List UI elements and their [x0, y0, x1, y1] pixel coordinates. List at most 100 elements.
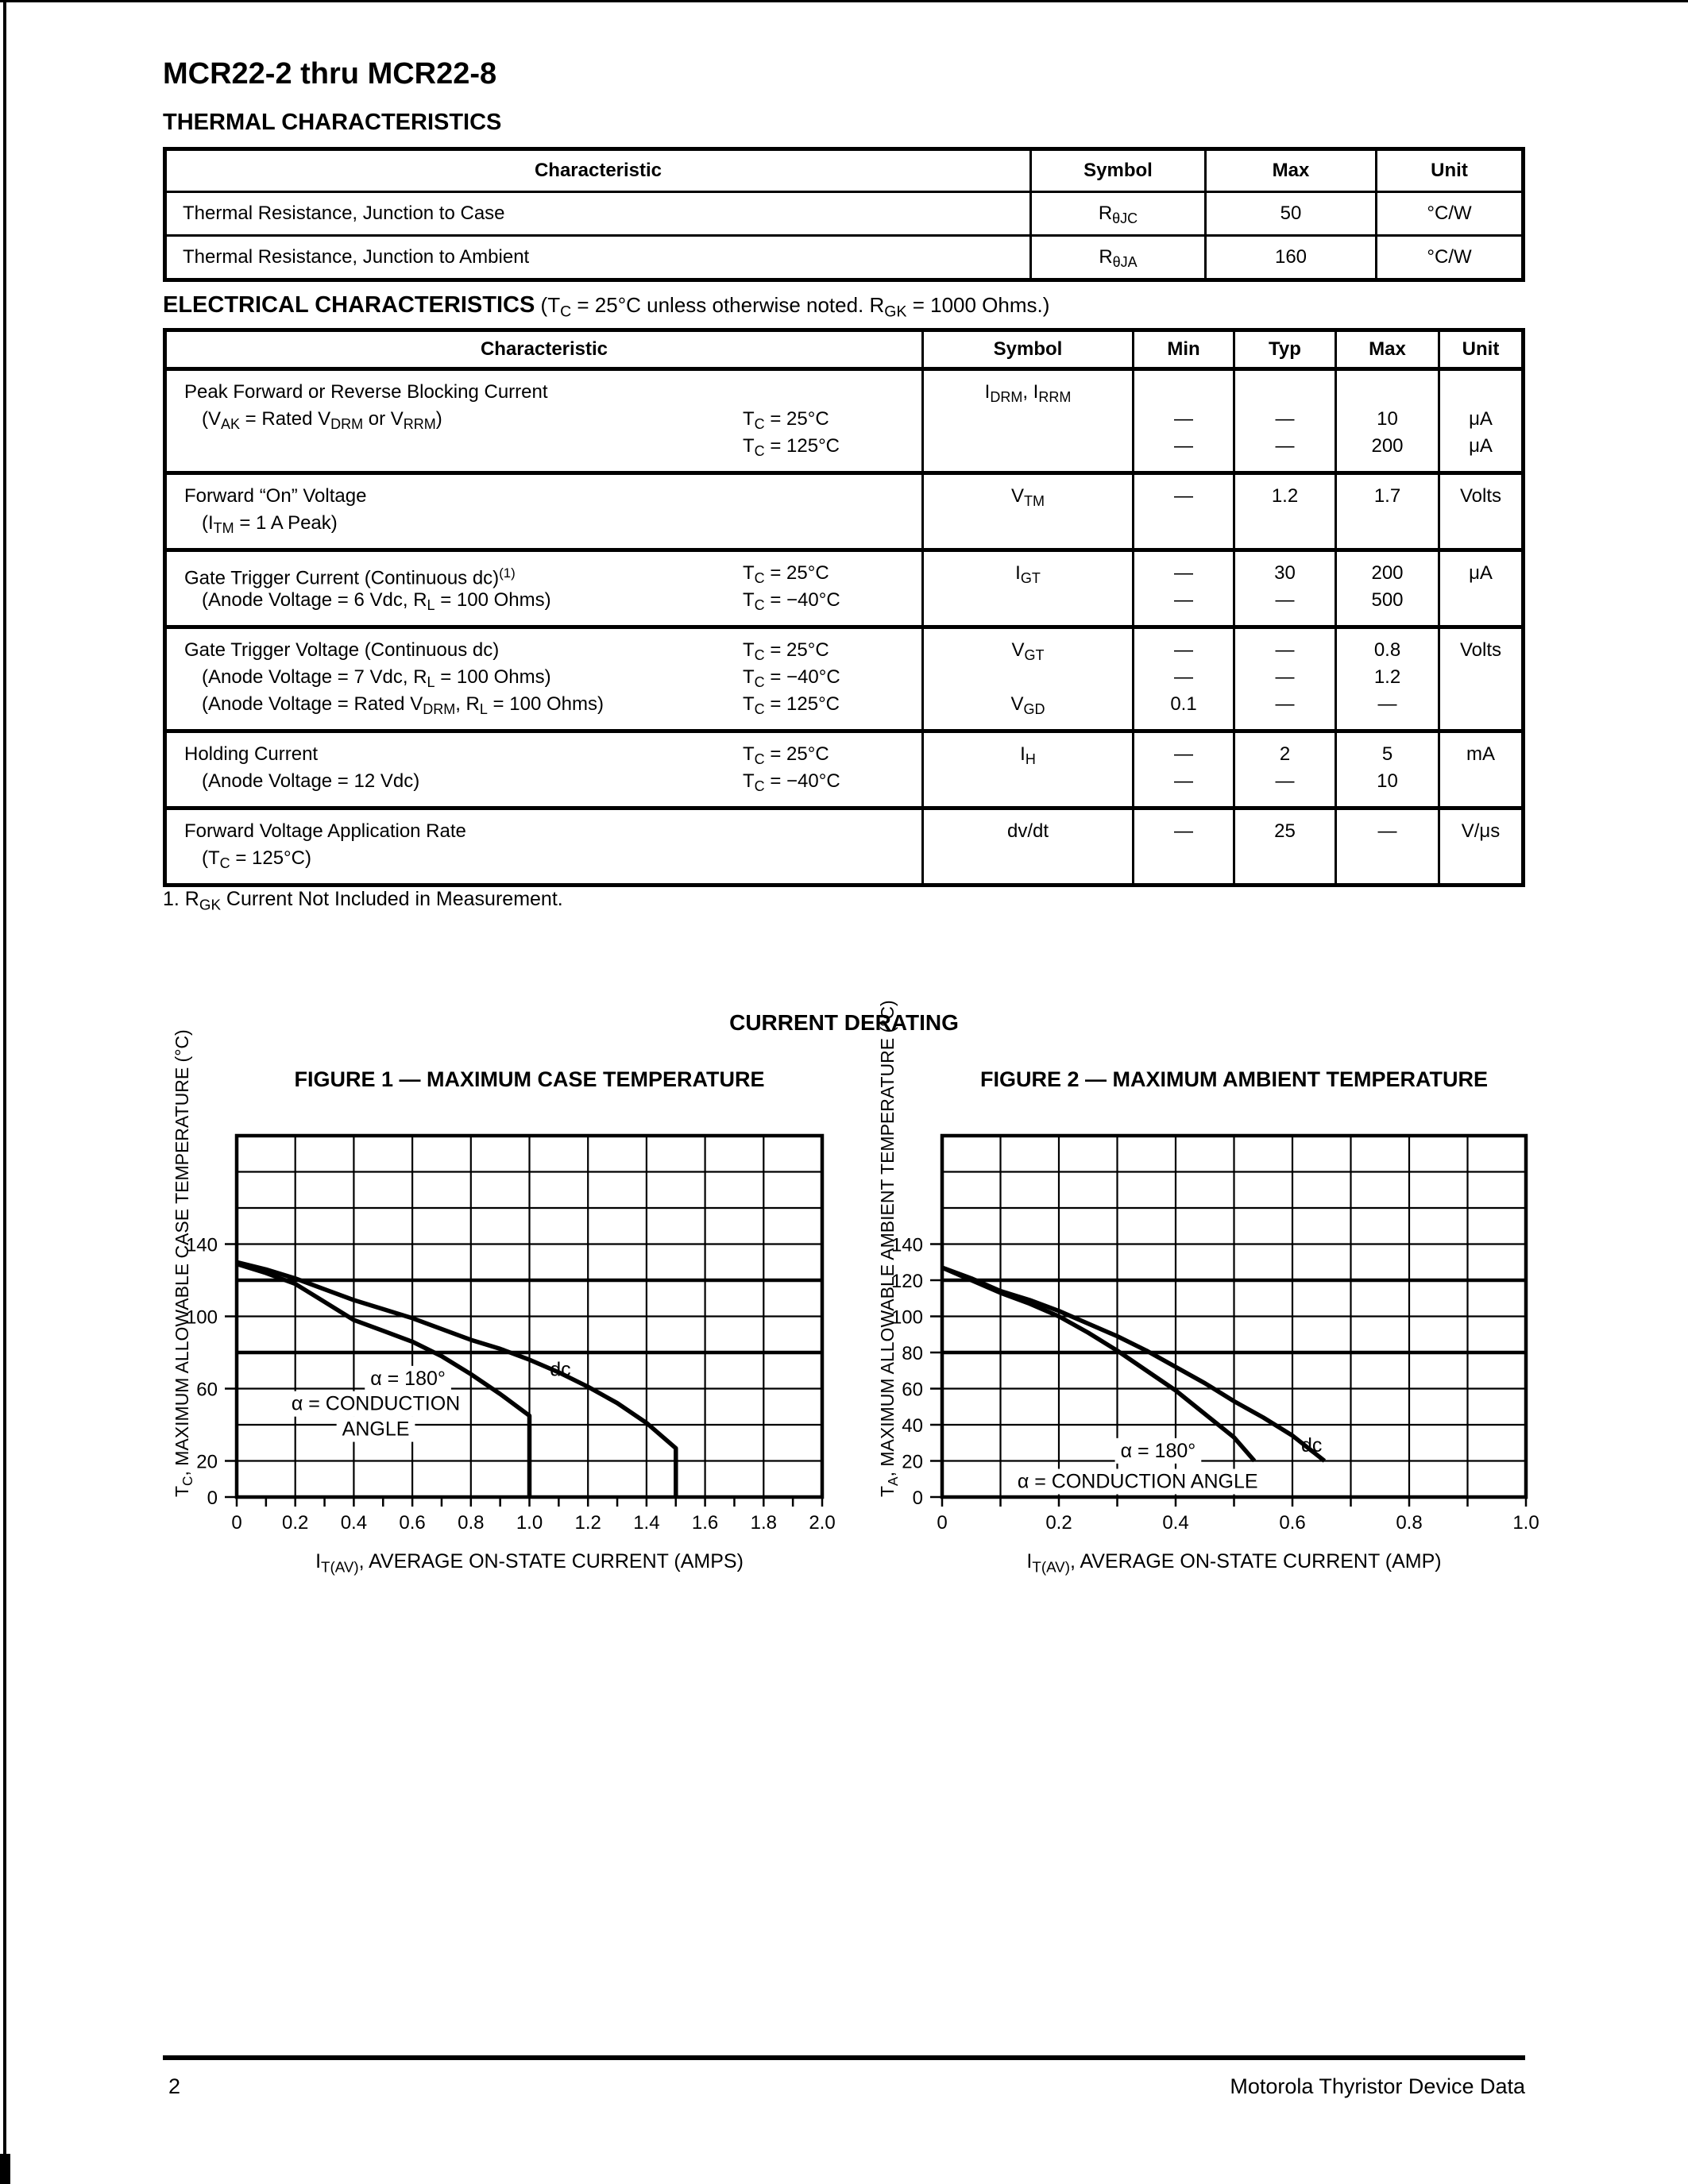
x-tick-label: 0	[231, 1512, 241, 1534]
electrical-table: Characteristic Symbol Min Typ Max Unit Peak Fo…	[163, 328, 1525, 887]
test-condition: TC = −40°C	[743, 770, 840, 795]
y-tick-label: 140	[891, 1235, 923, 1256]
value-line: 5	[1381, 743, 1393, 765]
characteristic-line: (Anode Voltage = 7 Vdc, RL = 100 Ohms) TC…	[167, 664, 921, 691]
characteristic-line: (TC = 125°C)	[202, 847, 311, 872]
test-condition: TC = 125°C	[743, 435, 840, 460]
test-condition: TC = −40°C	[743, 666, 840, 691]
value-line	[1440, 845, 1521, 872]
symbol-line	[924, 664, 1132, 691]
value-line: —	[1174, 435, 1193, 457]
y-tick-label: 60	[196, 1379, 218, 1401]
symbol-line: IH	[1020, 743, 1036, 768]
cell-typ: — —	[1233, 371, 1335, 471]
value-line: —	[1275, 435, 1295, 457]
characteristic-line: TC = 125°C	[167, 433, 921, 460]
plot-frame	[940, 1133, 1528, 1499]
value-line	[1337, 845, 1438, 872]
figure-2-canvas: α = 180° α = CONDUCTION ANGLE dc 0 0.2 0.4 0.6…	[868, 1063, 1551, 1591]
plot-frame	[234, 1133, 825, 1499]
value-line	[1235, 510, 1335, 537]
symbol-line	[924, 510, 1132, 537]
value-line	[1440, 691, 1521, 718]
cell-characteristic: Forward Voltage Application Rate (TC = 12…	[167, 810, 921, 883]
figure-2-x-axis-label: IT(AV), AVERAGE ON-STATE CURRENT (AMP)	[1026, 1550, 1442, 1576]
cell-min: — — 0.1	[1132, 629, 1233, 729]
thermal-table: Characteristic Symbol Max Unit Thermal Resis…	[163, 147, 1525, 282]
cell-symbol: RθJA	[1029, 237, 1204, 278]
cell-characteristic: Holding Current TC = 25°C (Anode Voltage =…	[167, 733, 921, 806]
electrical-section-heading: ELECTRICAL CHARACTERISTICS (TC = 25°C un…	[163, 292, 1049, 321]
value-line: —	[1174, 639, 1193, 661]
characteristic-line: Forward Voltage Application Rate	[184, 820, 466, 842]
value-line: —	[1275, 770, 1295, 792]
test-condition: TC = 25°C	[743, 743, 829, 768]
value-line: —	[1174, 770, 1193, 792]
cell-characteristic: Thermal Resistance, Junction to Case	[183, 203, 505, 224]
characteristic-line: Gate Trigger Voltage (Continuous dc) TC =…	[167, 637, 921, 664]
value-line: 1.7	[1373, 485, 1401, 507]
value-line: 1.2	[1373, 666, 1401, 688]
characteristic-line: Peak Forward or Reverse Blocking Current	[184, 381, 548, 403]
table-row: Gate Trigger Current (Continuous dc)(1) T…	[167, 548, 1521, 625]
table-row: Thermal Resistance, Junction to Case RθJC…	[167, 191, 1521, 234]
value-line: —	[1174, 743, 1193, 765]
test-condition: TC = 25°C	[743, 408, 829, 433]
characteristic-line: Gate Trigger Current (Continuous dc)(1) T…	[167, 560, 921, 588]
symbol-line	[924, 845, 1132, 872]
cell-unit: Volts	[1438, 475, 1521, 548]
column-header: Unit	[1375, 151, 1521, 191]
annotation-backdrop	[1011, 1468, 1264, 1495]
figure-2: FIGURE 2 — MAXIMUM AMBIENT TEMPERATURE T…	[868, 1000, 1551, 1634]
column-header: Symbol	[1029, 151, 1204, 191]
value-line	[1235, 379, 1335, 406]
table-row: Gate Trigger Voltage (Continuous dc) TC =…	[167, 625, 1521, 729]
annotation-backdrop	[365, 1365, 451, 1391]
electrical-header-row: Characteristic Symbol Min Typ Max Unit	[167, 332, 1521, 367]
cell-typ: 1.2	[1233, 475, 1335, 548]
cell-max: 200 500	[1335, 552, 1438, 625]
cell-max: 160	[1204, 237, 1375, 278]
cell-symbol: dv/dt	[921, 810, 1132, 883]
x-tick-label: 1.4	[633, 1512, 659, 1534]
characteristic-line: (Anode Voltage = Rated VDRM, RL = 100 Oh…	[167, 691, 921, 718]
value-line: —	[1174, 408, 1193, 430]
x-tick-label: 0.6	[399, 1512, 425, 1534]
value-line	[1337, 510, 1438, 537]
characteristic-line: Forward “On” Voltage	[184, 485, 367, 507]
cell-typ: — — —	[1233, 629, 1335, 729]
figure-1: FIGURE 1 — MAXIMUM CASE TEMPERATURE TC, …	[163, 1029, 846, 1634]
test-condition: TC = −40°C	[743, 589, 840, 614]
x-tick-label: 0.2	[1045, 1512, 1072, 1534]
x-tick-label: 0.4	[1162, 1512, 1188, 1534]
x-tick-label: 1.8	[751, 1512, 777, 1534]
characteristic-line: (ITM = 1 A Peak)	[202, 512, 338, 537]
value-line: 200	[1371, 435, 1404, 457]
column-header: Unit	[1438, 332, 1521, 367]
value-line	[1134, 510, 1233, 537]
cell-min: —	[1132, 475, 1233, 548]
test-condition: TC = 125°C	[743, 693, 840, 718]
figure-1-title: FIGURE 1 — MAXIMUM CASE TEMPERATURE	[294, 1067, 765, 1091]
table-row: Peak Forward or Reverse Blocking Current…	[167, 367, 1521, 471]
y-tick-label: 120	[891, 1271, 923, 1292]
annotation-backdrop	[1296, 1433, 1328, 1459]
y-tick-label: 40	[902, 1415, 923, 1437]
table-row: Forward “On” Voltage (ITM = 1 A Peak) VTM —…	[167, 471, 1521, 548]
cell-max: 10 200	[1335, 371, 1438, 471]
table-row: Forward Voltage Application Rate (TC = 12…	[167, 806, 1521, 883]
thermal-header-row: Characteristic Symbol Max Unit	[167, 151, 1521, 191]
value-line	[1440, 510, 1521, 537]
cell-min: — —	[1132, 371, 1233, 471]
value-line	[1235, 845, 1335, 872]
x-tick-label: 1.6	[692, 1512, 718, 1534]
cell-typ: 30 —	[1233, 552, 1335, 625]
scan-edge	[3, 0, 6, 2184]
y-tick-label: 20	[196, 1452, 218, 1473]
value-line: —	[1275, 693, 1295, 715]
value-line: 10	[1377, 408, 1398, 430]
value-line: —	[1275, 639, 1295, 661]
curve-annotation: α = 180°	[1121, 1440, 1196, 1462]
value-line: 2	[1279, 743, 1291, 765]
